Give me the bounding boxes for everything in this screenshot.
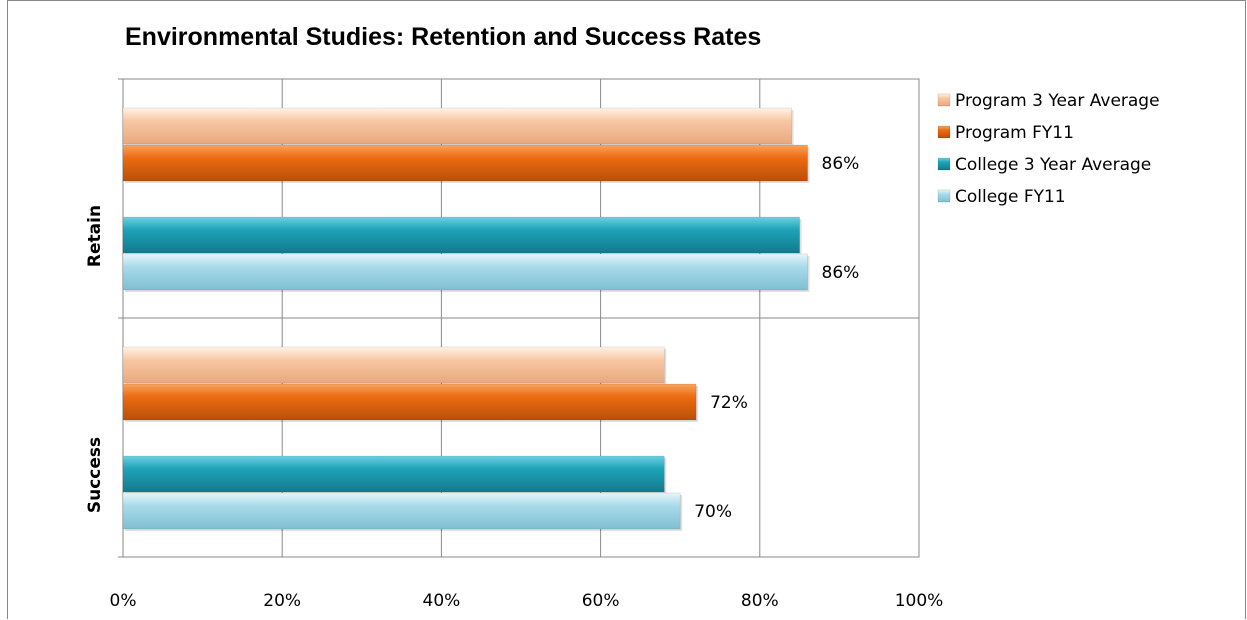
legend-label: College 3 Year Average [955, 155, 1151, 175]
bar [122, 216, 800, 254]
legend-label: Program FY11 [955, 123, 1074, 143]
legend-label: Program 3 Year Average [955, 91, 1160, 111]
data-label: 70% [694, 502, 732, 522]
bar [122, 346, 665, 384]
category-label: Success [85, 437, 105, 513]
x-tick-label: 60% [582, 591, 620, 611]
x-tick-label: 20% [263, 591, 301, 611]
bars [122, 107, 810, 531]
bar [122, 455, 665, 493]
x-tick-label: 100% [895, 591, 944, 611]
legend-label: College FY11 [955, 187, 1066, 207]
chart-title: Environmental Studies: Retention and Suc… [125, 23, 761, 51]
legend-swatch [937, 189, 951, 203]
bar [122, 253, 808, 291]
x-tick-label: 0% [110, 591, 137, 611]
legend-swatch [937, 93, 951, 107]
data-label: 72% [710, 393, 748, 413]
bar [122, 107, 792, 145]
legend: Program 3 Year Average Program FY11 Colleg… [937, 91, 1160, 207]
legend-swatch [937, 157, 951, 171]
legend-swatch [937, 125, 951, 139]
bar [122, 383, 697, 421]
bar [122, 144, 808, 182]
category-label: Retain [85, 205, 105, 267]
data-label: 86% [822, 263, 860, 283]
category-labels: Retain Success [85, 205, 105, 513]
bar [122, 492, 681, 530]
x-tick-label: 80% [741, 591, 779, 611]
x-axis-ticks: 0% 20% 40% 60% 80% 100% [110, 591, 944, 611]
data-label: 86% [822, 154, 860, 174]
x-tick-label: 40% [423, 591, 461, 611]
data-labels: 86% 86% 72% 70% [694, 154, 859, 522]
